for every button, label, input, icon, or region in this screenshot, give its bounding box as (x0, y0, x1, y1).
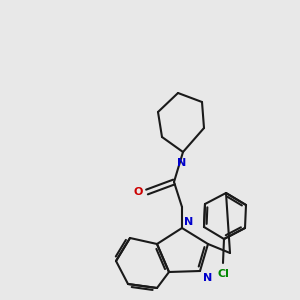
Text: Cl: Cl (217, 269, 229, 279)
Text: N: N (184, 217, 194, 227)
Text: N: N (203, 273, 213, 283)
Text: N: N (177, 158, 187, 168)
Text: O: O (133, 187, 143, 197)
